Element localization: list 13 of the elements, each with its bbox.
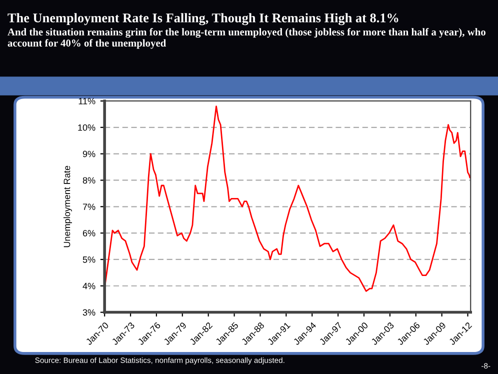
y-axis-title: Unemployment Rate [64,166,72,248]
y-tick-label: 5% [82,256,96,263]
y-tick-label: 4% [82,282,96,290]
y-tick-label: 10% [78,124,96,131]
y-tick-label: 7% [82,204,96,210]
y-tick-label: 6% [82,230,96,236]
y-tick-label: 8% [82,177,96,184]
chart-title: The Unemployment Rate Is Falling, Though It Remains High at 8.1% [8,13,398,26]
y-tick-label: 9% [82,150,96,158]
y-tick-label: 3% [82,309,96,316]
chart-subtitle: And the situation remains grim for the long-term unemployed (those jobless for more than half a year), who account for 40% of the unemployed [8,28,486,49]
line-series [104,106,471,292]
y-tick-label: 11% [78,98,96,104]
